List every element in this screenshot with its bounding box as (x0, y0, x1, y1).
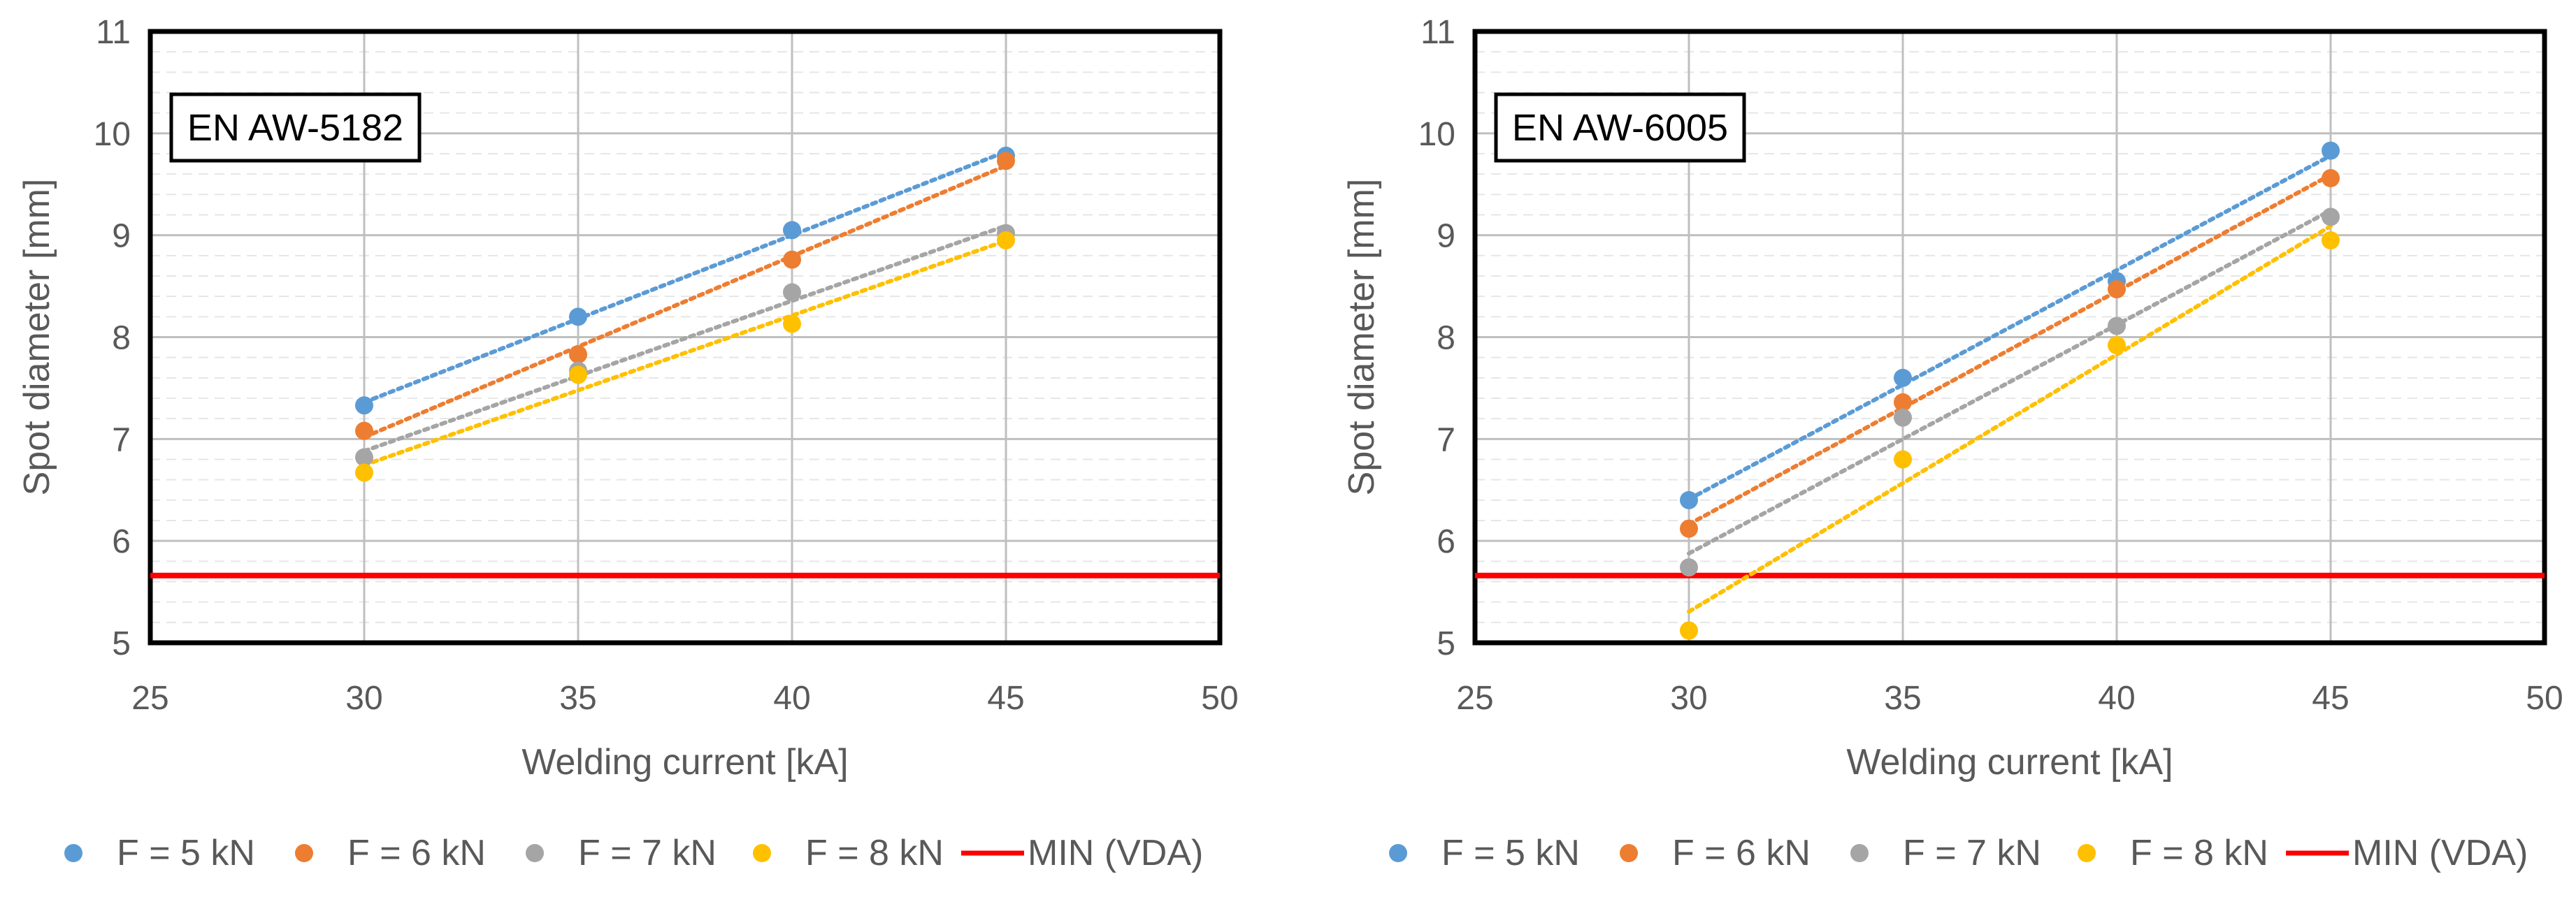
legend-item-label: F = 5 kN (1441, 833, 1580, 873)
legend-marker (526, 844, 544, 862)
data-point-series-4 (997, 231, 1015, 249)
plot-border (1472, 29, 2547, 646)
legend-marker (2078, 844, 2096, 862)
data-point-series-2 (997, 152, 1015, 170)
x-tick-label: 40 (773, 680, 810, 717)
legend-marker (295, 844, 313, 862)
trendline-series-1 (362, 150, 1008, 405)
data-point-series-2 (569, 345, 587, 364)
y-tick-label: 8 (1437, 320, 1455, 357)
y-tick-label: 10 (1418, 116, 1455, 153)
data-point-series-3 (2322, 208, 2340, 226)
data-point-series-4 (1680, 621, 1698, 640)
legend-marker (64, 844, 82, 862)
x-tick-label: 30 (1670, 680, 1707, 717)
data-point-series-4 (569, 365, 587, 384)
data-point-series-2 (2108, 279, 2126, 298)
y-tick-label: 9 (112, 218, 131, 255)
data-point-series-3 (2108, 317, 2126, 335)
data-point-series-4 (2108, 336, 2126, 355)
y-tick-label: 7 (112, 421, 131, 458)
legend-item-label: F = 6 kN (347, 833, 486, 873)
data-point-series-1 (783, 221, 801, 240)
x-tick-label: 35 (559, 680, 596, 717)
chart-label-box (169, 92, 422, 163)
plot-border (147, 29, 1223, 646)
legend-item-label: F = 5 kN (117, 833, 255, 873)
data-point-series-2 (783, 250, 801, 269)
y-tick-label: 6 (1437, 523, 1455, 560)
x-tick-label: 50 (2526, 680, 2563, 717)
legend-item-label: F = 6 kN (1672, 833, 1811, 873)
x-tick-label: 40 (2098, 680, 2135, 717)
legend-marker (1620, 844, 1638, 862)
trendline-series-3 (362, 224, 1008, 453)
y-tick-label: 5 (1437, 625, 1455, 662)
data-point-series-2 (1680, 519, 1698, 538)
data-point-series-1 (1680, 490, 1698, 509)
data-point-series-2 (1894, 393, 1912, 412)
x-axis-title: Welding current [kA] (1846, 742, 2173, 783)
x-tick-label: 50 (1201, 680, 1238, 717)
trendline-series-3 (1687, 208, 2333, 556)
legend-marker (1389, 844, 1407, 862)
y-axis-title: Spot diameter [mm] (17, 179, 57, 496)
data-point-series-1 (569, 307, 587, 326)
data-point-series-4 (2322, 231, 2340, 249)
trendline-series-2 (1687, 173, 2333, 527)
data-point-series-2 (355, 421, 373, 440)
data-point-series-2 (2322, 169, 2340, 187)
data-point-series-4 (355, 463, 373, 482)
x-tick-label: 45 (987, 680, 1024, 717)
y-tick-label: 5 (112, 625, 131, 662)
legend-marker (1850, 844, 1869, 862)
y-tick-label: 7 (1437, 421, 1455, 458)
chart-label: EN AW-5182 (187, 107, 403, 149)
y-tick-label: 8 (112, 320, 131, 357)
y-tick-label: 6 (112, 523, 131, 560)
data-point-series-3 (1894, 408, 1912, 427)
chart-2: 5 6 7 8 9 10 11 25 30 35 40 45 50 Welding current [kA… (1341, 14, 2563, 873)
legend-item-label: MIN (VDA) (2352, 833, 2528, 873)
y-tick-label: 9 (1437, 218, 1455, 255)
data-point-series-1 (2322, 141, 2340, 160)
x-axis-title: Welding current [kA] (521, 742, 848, 783)
x-tick-label: 25 (131, 680, 168, 717)
x-tick-label: 35 (1884, 680, 1921, 717)
x-tick-label: 45 (2312, 680, 2349, 717)
chart-label-box (1494, 92, 1746, 163)
data-point-series-3 (1680, 558, 1698, 577)
x-tick-label: 30 (345, 680, 382, 717)
legend-item-label: MIN (VDA) (1028, 833, 1203, 873)
chart-1: 5 6 7 8 9 10 11 25 30 35 40 45 50 Welding current [kA… (17, 14, 1239, 873)
data-point-series-3 (355, 448, 373, 467)
trendline-series-1 (1687, 153, 2333, 502)
data-point-series-4 (1894, 450, 1912, 469)
data-point-series-4 (783, 314, 801, 333)
y-tick-label: 11 (96, 14, 131, 51)
data-point-series-1 (1894, 368, 1912, 387)
y-axis-title: Spot diameter [mm] (1341, 179, 1382, 496)
data-point-series-3 (783, 283, 801, 302)
trendline-series-4 (362, 238, 1008, 467)
legend-item-label: F = 7 kN (578, 833, 717, 873)
y-tick-label: 11 (1420, 14, 1455, 51)
y-tick-label: 10 (94, 116, 131, 153)
x-tick-label: 25 (1456, 680, 1493, 717)
legend-item-label: F = 7 kN (1903, 833, 2041, 873)
legend-marker (753, 844, 771, 862)
trendline-series-2 (362, 163, 1008, 439)
chart-label: EN AW-6005 (1512, 107, 1728, 149)
trendline-series-4 (1687, 224, 2333, 614)
legend-item-label: F = 8 kN (805, 833, 944, 873)
data-point-series-1 (355, 396, 373, 415)
legend-item-label: F = 8 kN (2130, 833, 2268, 873)
